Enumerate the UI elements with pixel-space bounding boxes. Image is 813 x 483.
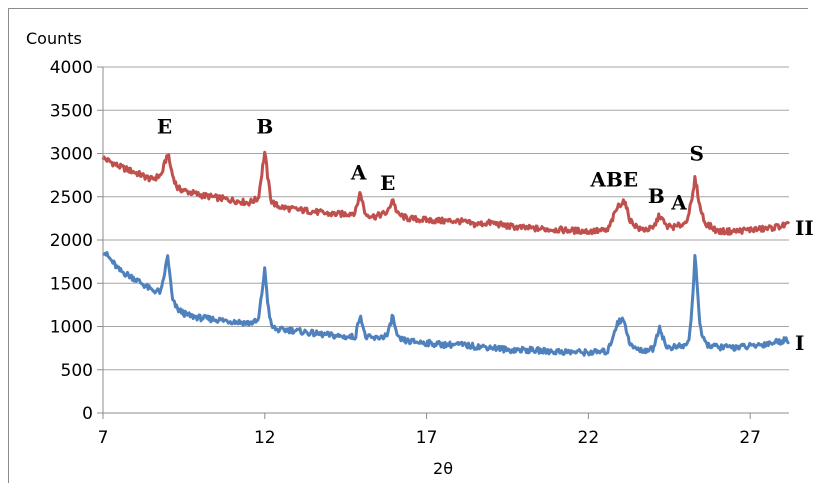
peak-label-1: B <box>256 115 273 139</box>
y-tick-label-4: 2000 <box>50 231 93 251</box>
y-tick-label-2: 1000 <box>50 318 93 338</box>
peak-label-2: A <box>350 160 367 184</box>
x-tick-label-1: 12 <box>254 428 276 448</box>
y-tick-label-7: 3500 <box>50 101 93 121</box>
series-label-II: II <box>795 216 813 240</box>
x-tick-label-0: 7 <box>98 428 109 448</box>
peak-label-6: A <box>670 191 687 215</box>
y-tick-label-6: 3000 <box>50 145 93 165</box>
x-tick-label-4: 27 <box>739 428 761 448</box>
y-tick-label-5: 2500 <box>50 188 93 208</box>
y-tick-label-8: 4000 <box>50 58 93 78</box>
peak-label-4: ABE <box>589 167 638 191</box>
grid-lines <box>103 66 789 414</box>
peak-label-7: S <box>690 141 704 165</box>
series-line-II <box>101 150 791 236</box>
y-tick-label-3: 1500 <box>50 274 93 294</box>
x-tick-label-3: 22 <box>578 428 600 448</box>
y-axis-title: Counts <box>26 29 82 48</box>
y-tick-label-0: 0 <box>82 404 93 424</box>
series-label-I: I <box>795 331 804 355</box>
x-axis-title: 2θ <box>433 459 453 478</box>
chart-frame <box>8 8 808 483</box>
axis-ticks: 0 500 1000 1500 2000 2500 3000 3500 4000 7 12 17 22 2… <box>50 58 789 448</box>
peak-label-5: B <box>648 184 665 208</box>
peak-label-0: E <box>157 115 172 139</box>
x-tick-label-2: 17 <box>416 428 438 448</box>
y-tick-label-1: 500 <box>61 361 93 381</box>
peak-label-3: E <box>380 171 395 195</box>
series-lines <box>101 150 791 357</box>
series-line-I <box>101 251 791 357</box>
